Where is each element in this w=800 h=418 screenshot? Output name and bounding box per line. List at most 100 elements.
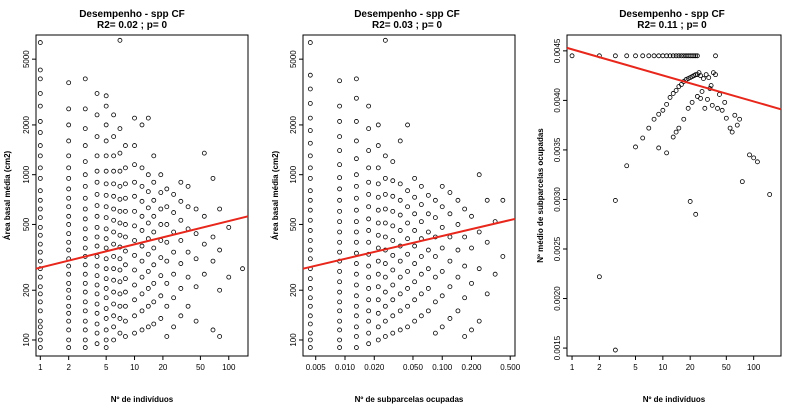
data-point [151, 179, 157, 185]
data-point [390, 330, 396, 336]
data-point [612, 347, 618, 353]
data-point [699, 89, 705, 94]
data-point [462, 234, 468, 240]
data-point [66, 80, 72, 86]
data-point [476, 318, 482, 324]
data-point [484, 291, 490, 297]
y-tick-label: 200 [22, 283, 31, 297]
data-point [123, 234, 128, 240]
x-tick-label: 5 [104, 363, 109, 372]
data-point [145, 303, 151, 309]
data-point [103, 138, 109, 144]
data-point [405, 251, 410, 257]
data-point [651, 116, 657, 122]
data-point [397, 181, 403, 187]
data-point [111, 134, 117, 139]
data-point [37, 337, 43, 343]
data-point [37, 224, 43, 230]
data-point [353, 229, 359, 235]
data-point [111, 181, 117, 187]
y-axis-title: Área basal média (cm2) [3, 150, 12, 240]
data-point [412, 318, 418, 324]
data-point [646, 125, 652, 131]
data-point [139, 243, 145, 249]
data-point [366, 297, 372, 303]
data-point [151, 229, 157, 235]
scatter-points [307, 37, 506, 350]
data-point [418, 271, 424, 277]
data-point [337, 134, 342, 139]
data-point [462, 334, 468, 339]
data-point [337, 337, 342, 343]
data-point [447, 211, 453, 217]
y-tick-label: 0.0035 [553, 137, 562, 162]
data-point [375, 324, 381, 330]
chart-subtitle: R2= 0.11 ; p= 0 [637, 20, 707, 31]
data-point [66, 195, 72, 201]
data-point [687, 199, 693, 204]
data-point [469, 327, 474, 333]
x-axis-title: Nº de subparcelas ocupadas [355, 395, 464, 404]
data-point [337, 299, 342, 305]
data-point [103, 93, 109, 99]
y-tick-label: 1000 [22, 165, 31, 183]
y-axis-title: Nº médio de subparcelas ocupadas [536, 128, 545, 263]
data-point [405, 204, 410, 210]
data-point [82, 245, 88, 251]
data-point [158, 222, 164, 227]
data-point [307, 197, 313, 203]
data-point [37, 119, 43, 124]
data-point [447, 284, 453, 290]
data-point [664, 101, 670, 107]
data-point [37, 258, 43, 264]
data-point [439, 245, 445, 251]
data-point [66, 153, 72, 159]
data-point [375, 310, 381, 316]
data-point [193, 206, 199, 212]
data-point [82, 345, 88, 350]
data-point [447, 234, 453, 240]
data-point [37, 130, 43, 135]
data-point [307, 165, 313, 171]
data-point [117, 267, 123, 273]
data-point [366, 263, 372, 269]
data-point [217, 247, 223, 253]
data-point [178, 286, 184, 291]
data-point [462, 295, 468, 301]
data-point [353, 207, 359, 213]
data-point [37, 67, 43, 73]
data-point [132, 115, 137, 121]
data-point [82, 271, 88, 277]
x-tick-label: 0.010 [335, 363, 356, 372]
data-point [210, 175, 216, 181]
trend-line [35, 215, 249, 270]
data-point [397, 228, 403, 233]
data-point [670, 91, 676, 96]
data-point [82, 159, 88, 165]
x-tick-label: 0.100 [432, 363, 453, 372]
data-point [412, 175, 418, 181]
data-point [353, 261, 359, 266]
data-point [111, 112, 117, 118]
data-point [713, 53, 718, 59]
data-point [337, 249, 342, 255]
data-point [455, 308, 461, 314]
data-point [103, 295, 109, 301]
data-point [37, 103, 43, 109]
data-point [307, 86, 313, 92]
data-point [103, 245, 109, 251]
data-point [307, 256, 313, 262]
data-point [103, 266, 109, 272]
data-point [132, 143, 137, 148]
data-point [111, 254, 117, 259]
data-point [82, 337, 88, 343]
data-point [94, 191, 100, 197]
data-point [103, 316, 109, 321]
chart-title: Desempenho - spp CF [79, 9, 185, 20]
data-point [151, 280, 157, 286]
data-point [37, 175, 43, 181]
data-point [82, 183, 88, 189]
y-tick-label: 100 [22, 333, 31, 347]
data-point [117, 316, 123, 321]
